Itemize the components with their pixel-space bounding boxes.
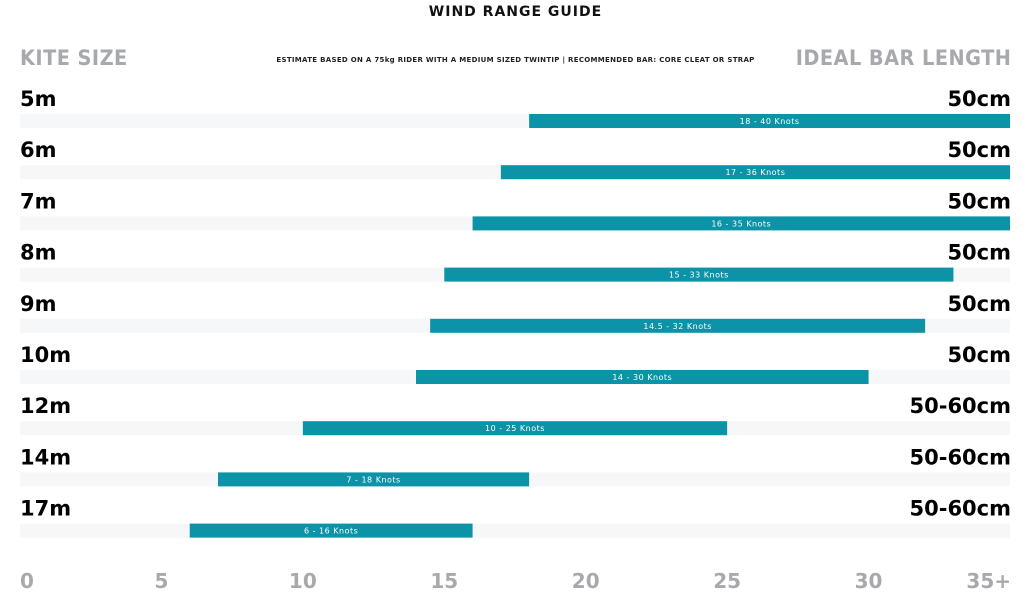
bar-length-label: 50cm: [947, 241, 1011, 265]
chart-title: WIND RANGE GUIDE: [428, 4, 603, 20]
wind-range-bar: [302, 421, 728, 436]
x-tick-label: 0: [20, 569, 34, 593]
wind-range-bar: [472, 216, 1011, 231]
kite-size-label: 8m: [20, 241, 57, 265]
bar-length-label: 50cm: [947, 189, 1011, 213]
x-tick-label: 25: [713, 569, 741, 593]
wind-range-label: 7 - 18 Knots: [346, 475, 400, 484]
wind-range-bar: [189, 523, 473, 538]
x-tick-label: 20: [572, 569, 600, 593]
x-tick-label: 15: [430, 569, 458, 593]
bar-length-label: 50cm: [947, 343, 1011, 367]
kite-size-label: 9m: [20, 292, 57, 316]
kite-size-label: 6m: [20, 138, 57, 162]
bar-length-label: 50cm: [947, 292, 1011, 316]
bar-length-label: 50-60cm: [910, 497, 1012, 521]
kite-size-header: KITE SIZE: [20, 46, 128, 70]
bar-length-label: 50cm: [947, 87, 1011, 111]
kite-size-label: 12m: [20, 394, 71, 418]
x-tick-label: 30: [855, 569, 883, 593]
x-tick-label: 35+: [966, 569, 1011, 593]
wind-range-label: 14 - 30 Knots: [612, 373, 672, 382]
wind-range-bar: [416, 370, 869, 384]
kite-size-label: 14m: [20, 445, 71, 469]
wind-range-bar: [218, 472, 530, 487]
bar-length-label: 50-60cm: [910, 394, 1012, 418]
wind-range-bar: [444, 267, 954, 282]
kite-size-label: 5m: [20, 87, 57, 111]
bar-length-header: IDEAL BAR LENGTH: [795, 46, 1011, 70]
bar-length-label: 50-60cm: [910, 445, 1012, 469]
wind-range-bar: [529, 114, 1010, 128]
chart-subtitle: ESTIMATE BASED ON A 75kg RIDER WITH A ME…: [276, 56, 755, 64]
row-track: [20, 523, 1010, 538]
wind-range-bar: [430, 318, 926, 333]
wind-range-label: 17 - 36 Knots: [725, 168, 785, 177]
bar-length-label: 50cm: [947, 138, 1011, 162]
wind-range-label: 18 - 40 Knots: [740, 117, 800, 126]
wind-range-label: 10 - 25 Knots: [485, 424, 545, 433]
x-tick-label: 10: [289, 569, 317, 593]
wind-range-label: 15 - 33 Knots: [669, 271, 729, 280]
wind-range-label: 6 - 16 Knots: [304, 527, 358, 536]
wind-range-label: 16 - 35 Knots: [711, 219, 771, 228]
kite-size-label: 10m: [20, 343, 71, 367]
kite-size-label: 7m: [20, 189, 57, 213]
kite-size-label: 17m: [20, 497, 71, 521]
wind-range-bar: [500, 165, 1010, 180]
x-tick-label: 5: [154, 569, 168, 593]
wind-range-label: 14.5 - 32 Knots: [643, 322, 712, 331]
